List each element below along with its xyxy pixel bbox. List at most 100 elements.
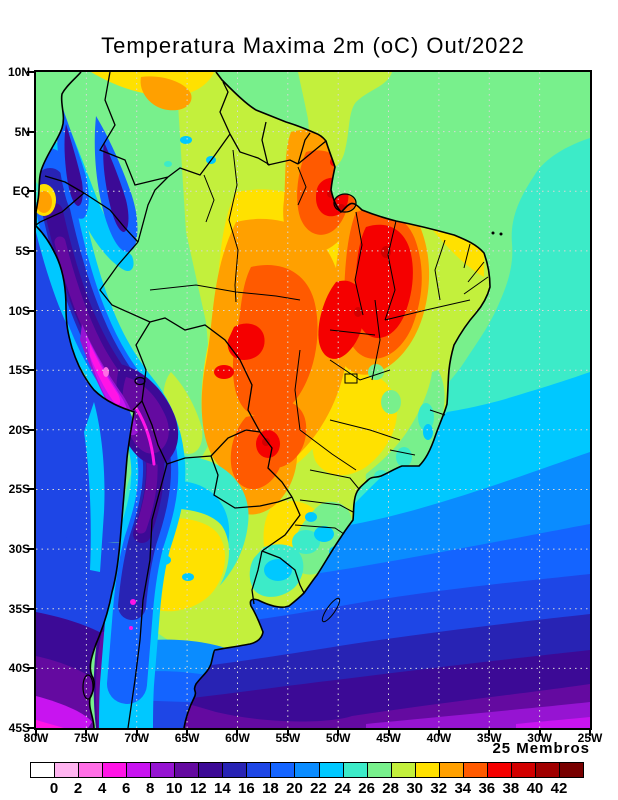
lon-tick-55W xyxy=(286,730,289,736)
colorbar-cell-8 xyxy=(222,762,248,778)
colorbar-label-14: 14 xyxy=(214,780,231,797)
marajo-island xyxy=(333,193,357,213)
lat-tick-20S xyxy=(27,428,34,431)
colorbar-label-32: 32 xyxy=(430,780,448,797)
lat-label-15S: 15S xyxy=(8,363,30,378)
colorbar-cell-19 xyxy=(486,762,512,778)
lon-tick-25W xyxy=(589,730,591,736)
lon-tick-35W xyxy=(488,730,491,736)
colorbar-cell-15 xyxy=(390,762,416,778)
chiloe-island xyxy=(82,674,94,700)
colorbar-cell-1 xyxy=(54,762,80,778)
lat-label-10S: 10S xyxy=(8,303,30,318)
lat-label-30S: 30S xyxy=(8,542,30,557)
lon-label-60W: 60W xyxy=(225,731,250,745)
lat-tick-40S xyxy=(27,667,34,670)
lat-tick-10S xyxy=(27,309,34,312)
lon-label-30W: 30W xyxy=(527,731,552,745)
colorbar-label-16: 16 xyxy=(238,780,255,797)
lat-tick-30S xyxy=(27,548,34,551)
colorbar-cell-0 xyxy=(30,762,56,778)
lon-tick-30W xyxy=(538,730,541,736)
colorbar-cell-4 xyxy=(126,762,152,778)
colorbar-cell-3 xyxy=(102,762,128,778)
colorbar-cell-21 xyxy=(534,762,560,778)
lat-tick-15S xyxy=(27,369,34,372)
lon-tick-75W xyxy=(85,730,88,736)
colorbar-cell-9 xyxy=(246,762,272,778)
lat-tick-5S xyxy=(27,249,34,252)
lat-label-5N: 5N xyxy=(14,124,30,139)
colorbar-label-28: 28 xyxy=(382,780,399,797)
lon-tick-65W xyxy=(186,730,189,736)
lat-label-EQ: EQ xyxy=(12,184,30,199)
page-title: Temperatura Maxima 2m (oC) Out/2022 xyxy=(101,33,525,58)
offshore-islands xyxy=(491,231,503,236)
colorbar-label-10: 10 xyxy=(165,780,183,797)
lat-tick-EQ xyxy=(27,190,34,193)
lon-tick-50W xyxy=(337,730,340,736)
colorbar-cell-14 xyxy=(366,762,392,778)
lat-tick-45S xyxy=(27,727,34,729)
colorbar-label-26: 26 xyxy=(358,780,375,797)
lon-label-35W: 35W xyxy=(476,731,502,745)
colorbar-label-40: 40 xyxy=(526,780,544,797)
colorbar-label-22: 22 xyxy=(310,780,327,797)
lake-titicaca xyxy=(134,376,146,386)
lat-label-40S: 40S xyxy=(8,661,30,676)
map-borders xyxy=(36,72,503,728)
lat-tick-5N xyxy=(27,130,34,133)
colorbar-cell-18 xyxy=(462,762,488,778)
lat-label-10N: 10N xyxy=(7,65,30,79)
lagoa-dos-patos xyxy=(321,597,341,623)
lat-label-25S: 25S xyxy=(8,482,30,497)
lon-label-80W: 80W xyxy=(23,731,49,745)
lon-tick-80W xyxy=(35,730,37,736)
colorbar-cell-13 xyxy=(342,762,368,778)
lon-label-65W: 65W xyxy=(174,731,200,745)
colorbar-cell-7 xyxy=(198,762,224,778)
colorbar-label-4: 4 xyxy=(97,780,107,797)
colorbar-label-42: 42 xyxy=(550,780,568,797)
map-canvas xyxy=(36,72,590,728)
colorbar-label-18: 18 xyxy=(262,780,279,797)
colorbar-label-6: 6 xyxy=(122,780,131,797)
colorbar-label-2: 2 xyxy=(73,780,83,797)
colorbar-cell-2 xyxy=(78,762,104,778)
lon-label-75W: 75W xyxy=(74,731,99,745)
ensemble-members-label: 25 Membros xyxy=(492,740,590,757)
country-borders xyxy=(36,72,327,728)
colorbar-label-30: 30 xyxy=(406,780,424,797)
colorbar-cell-5 xyxy=(150,762,176,778)
colorbar-cell-20 xyxy=(510,762,536,778)
lat-label-45S: 45S xyxy=(8,721,30,735)
lon-label-55W: 55W xyxy=(275,731,301,745)
lat-label-5S: 5S xyxy=(15,243,30,258)
lon-label-50W: 50W xyxy=(325,731,351,745)
lon-label-25W: 25W xyxy=(577,731,603,745)
map-frame xyxy=(34,70,592,730)
colorbar-cell-12 xyxy=(318,762,344,778)
lat-label-35S: 35S xyxy=(8,601,30,616)
state-borders xyxy=(149,149,489,535)
colorbar-cell-16 xyxy=(414,762,440,778)
lat-label-20S: 20S xyxy=(8,422,30,437)
colorbar-cell-22 xyxy=(558,762,584,778)
lon-label-70W: 70W xyxy=(124,731,150,745)
lat-tick-10N xyxy=(27,71,34,73)
lon-tick-70W xyxy=(135,730,138,736)
colorbar-label-24: 24 xyxy=(334,780,351,797)
lat-tick-25S xyxy=(27,488,34,491)
lat-tick-35S xyxy=(27,607,34,610)
colorbar-label-36: 36 xyxy=(478,780,496,797)
colorbar-label-0: 0 xyxy=(49,780,59,797)
colorbar-label-8: 8 xyxy=(146,780,155,797)
colorbar-cell-6 xyxy=(174,762,200,778)
lon-label-45W: 45W xyxy=(376,731,401,745)
colorbar-label-12: 12 xyxy=(189,780,207,797)
colorbar-cell-17 xyxy=(438,762,464,778)
colorbar-label-38: 38 xyxy=(502,780,520,797)
coastline xyxy=(36,72,491,728)
colorbar-label-34: 34 xyxy=(454,780,472,797)
